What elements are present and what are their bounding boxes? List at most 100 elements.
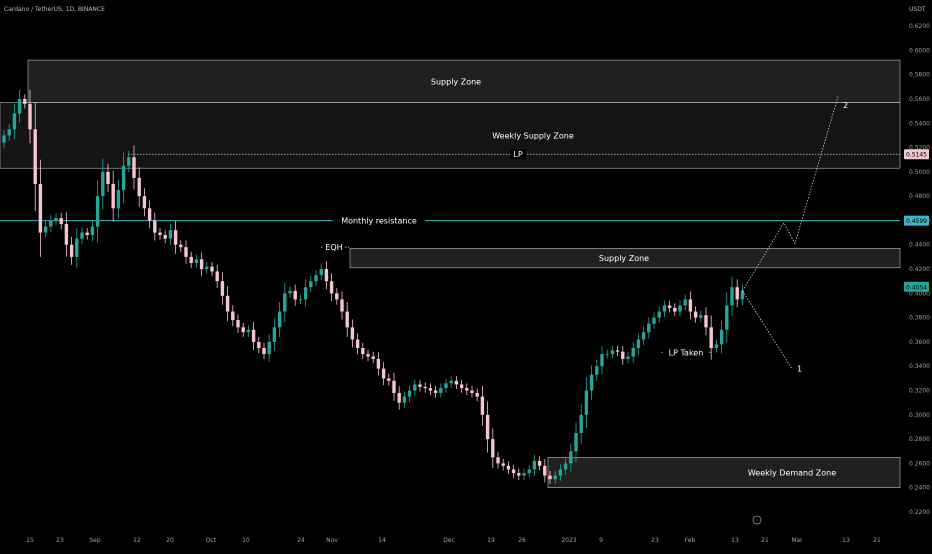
- x-tick-8: Nov: [326, 537, 338, 544]
- candle-body-51: [267, 341, 271, 355]
- candle-body-9: [49, 220, 53, 227]
- candle-body-43: [225, 295, 230, 312]
- price-tag-1: 0.4599: [906, 218, 927, 225]
- candle-body-140: [730, 287, 734, 306]
- currency-label: USDT: [909, 6, 926, 13]
- y-tick-11: 0.4000: [909, 290, 930, 297]
- candle-body-39: [205, 266, 209, 270]
- candle-body-14: [75, 238, 79, 257]
- level-label-1: Monthly resistance: [341, 217, 417, 226]
- zone-box-1: [0, 102, 901, 169]
- candle-body-22: [116, 190, 121, 209]
- price-tag-2: 0.4054: [906, 284, 927, 291]
- candle-body-55: [288, 290, 292, 294]
- x-tick-7: 24: [297, 537, 305, 544]
- candle-body-50: [262, 348, 266, 355]
- candle-body-136: [709, 327, 713, 348]
- candle-body-40: [210, 266, 214, 272]
- candle-body-125: [652, 317, 656, 324]
- projection-path-2: [742, 96, 839, 292]
- candle-body-88: [459, 384, 464, 389]
- candle-body-72: [376, 358, 381, 369]
- y-tick-9: 0.4400: [909, 242, 930, 249]
- projection-path-1: [742, 290, 793, 369]
- candles-layer: [2, 89, 745, 484]
- x-tick-18: 21: [761, 537, 769, 544]
- candle-body-139: [725, 305, 729, 330]
- candle-body-69: [361, 348, 365, 355]
- candle-body-59: [309, 281, 313, 288]
- candle-body-64: [335, 293, 339, 300]
- candle-body-98: [511, 469, 516, 474]
- x-tick-3: 12: [133, 537, 141, 544]
- x-tick-17: 13: [731, 537, 739, 544]
- candle-body-61: [319, 269, 323, 276]
- candle-body-1: [7, 129, 11, 136]
- y-tick-16: 0.3000: [909, 412, 930, 419]
- candle-body-124: [647, 323, 651, 333]
- candle-body-76: [397, 392, 401, 403]
- candle-body-79: [413, 384, 417, 391]
- candle-body-93: [485, 414, 490, 440]
- candle-body-132: [688, 299, 693, 312]
- candle-body-48: [251, 329, 256, 342]
- x-tick-4: 20: [166, 537, 174, 544]
- candle-body-80: [418, 384, 422, 387]
- y-tick-10: 0.4200: [909, 266, 930, 273]
- labels-layer: Supply Zone Weekly Supply Zone Supply Zone…: [323, 77, 848, 478]
- candle-body-38: [199, 259, 204, 270]
- x-tick-6: 10: [242, 537, 250, 544]
- candle-body-26: [137, 177, 141, 197]
- candle-body-46: [241, 327, 245, 333]
- candle-body-4: [23, 98, 27, 104]
- candle-body-6: [33, 129, 37, 184]
- candle-body-49: [257, 341, 261, 348]
- candle-body-81: [423, 386, 427, 389]
- level-label-bg-2: [323, 242, 345, 253]
- path-label-2: 2: [843, 101, 848, 110]
- candle-body-82: [428, 388, 433, 391]
- candle-body-42: [220, 281, 225, 296]
- candle-body-21: [111, 184, 115, 209]
- candle-body-44: [231, 311, 235, 321]
- zone-label-3: Weekly Demand Zone: [748, 469, 836, 478]
- y-tick-0: 0.6200: [909, 23, 930, 30]
- candle-body-25: [132, 157, 136, 178]
- candle-body-138: [719, 329, 724, 345]
- candle-body-99: [517, 473, 521, 476]
- candle-body-90: [470, 390, 474, 393]
- x-tick-20: 13: [842, 537, 850, 544]
- candle-body-97: [506, 465, 511, 470]
- zone-label-0: Supply Zone: [431, 77, 481, 86]
- candle-body-103: [537, 460, 542, 466]
- candle-body-94: [491, 439, 495, 458]
- candle-body-35: [184, 247, 188, 257]
- zone-label-2: Supply Zone: [599, 254, 649, 263]
- candle-body-91: [475, 392, 479, 397]
- candle-body-71: [371, 356, 375, 359]
- candle-body-18: [95, 196, 100, 227]
- y-tick-19: 0.2400: [909, 485, 930, 492]
- y-tick-18: 0.2600: [909, 460, 930, 467]
- candle-body-137: [714, 344, 719, 348]
- candle-body-119: [621, 351, 625, 359]
- candle-body-3: [17, 98, 22, 114]
- candle-body-112: [584, 390, 589, 415]
- candle-body-65: [340, 299, 344, 312]
- candle-body-19: [101, 171, 105, 197]
- x-tick-10: Dec: [443, 537, 455, 544]
- candle-body-86: [449, 380, 453, 384]
- candle-body-104: [543, 465, 547, 476]
- candle-body-30: [158, 232, 162, 236]
- y-tick-5: 0.5200: [909, 145, 930, 152]
- candle-body-24: [127, 157, 131, 166]
- candle-body-110: [574, 433, 578, 452]
- candle-body-77: [402, 396, 407, 403]
- x-tick-11: 19: [487, 537, 495, 544]
- candle-body-32: [168, 230, 173, 239]
- candle-body-118: [615, 350, 620, 352]
- level-label-2: EQH: [325, 243, 342, 252]
- x-tick-15: 23: [651, 537, 659, 544]
